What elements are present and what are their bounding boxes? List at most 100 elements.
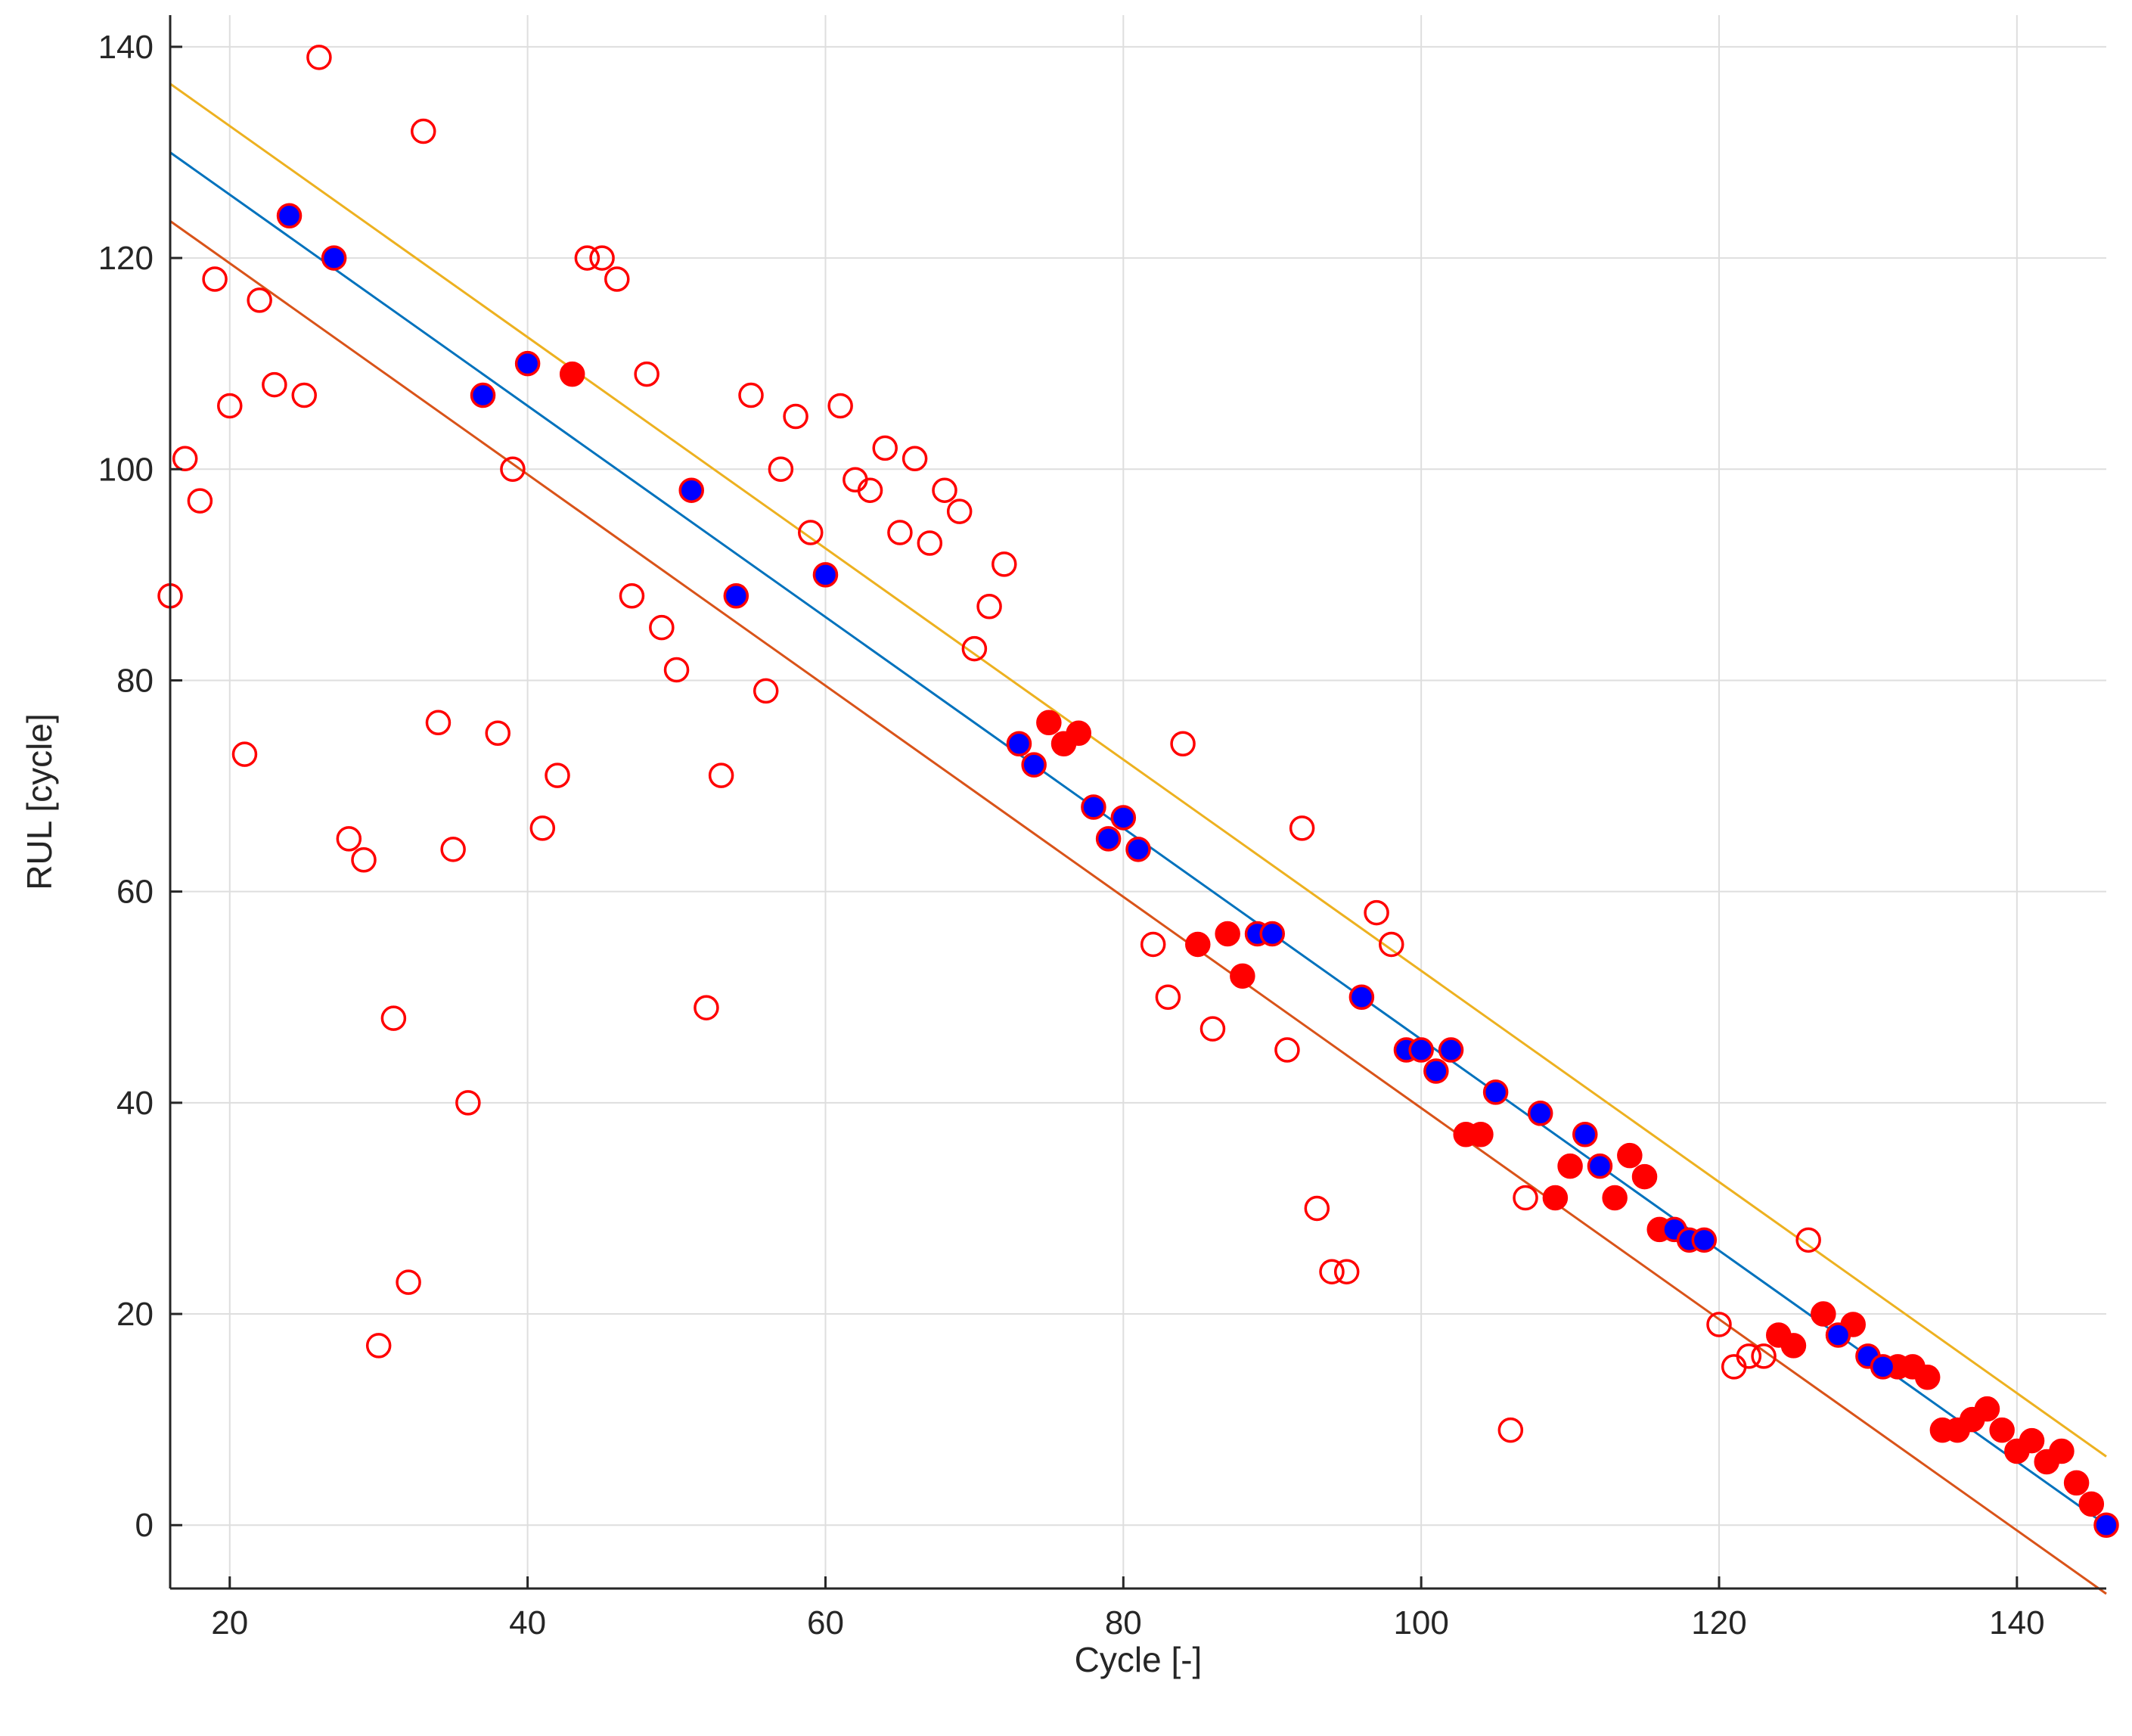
- open-red-point: [1319, 1259, 1345, 1284]
- y-tick-label: 80: [116, 662, 154, 699]
- open-red-point: [902, 446, 928, 472]
- filled-red-point: [1914, 1365, 1941, 1390]
- open-red-point: [887, 520, 913, 545]
- open-red-point: [336, 826, 362, 852]
- open-red-point: [247, 287, 272, 313]
- open-red-point: [604, 266, 630, 292]
- open-red-point: [380, 1005, 407, 1031]
- open-red-point: [425, 710, 452, 736]
- grid: [170, 15, 2106, 1588]
- open-red-point: [1155, 984, 1181, 1011]
- blue-point: [1482, 1079, 1509, 1105]
- filled-red-point: [1468, 1121, 1494, 1147]
- open-red-point: [649, 614, 675, 641]
- filled-red-point: [1036, 710, 1062, 736]
- open-red-point: [768, 456, 794, 483]
- open-red-point: [396, 1269, 421, 1295]
- x-tick-label: 120: [1691, 1604, 1746, 1641]
- filled-red-point: [1185, 931, 1211, 958]
- open-red-point: [545, 762, 570, 788]
- blue-point: [1021, 752, 1047, 778]
- y-tick-label: 0: [135, 1507, 154, 1544]
- x-tick-label: 20: [211, 1604, 248, 1641]
- blue-point: [1825, 1322, 1851, 1348]
- open-red-point: [1333, 1259, 1360, 1284]
- open-red-point: [634, 361, 659, 387]
- open-red-point: [827, 393, 853, 419]
- open-red-point: [411, 118, 436, 144]
- y-tick-label: 120: [98, 240, 154, 277]
- open-red-point: [440, 837, 466, 862]
- blue-point: [1095, 826, 1122, 852]
- filled-red-point: [1631, 1163, 1658, 1190]
- open-red-point: [187, 488, 213, 514]
- blue-point: [1691, 1227, 1718, 1253]
- filled-red-point: [559, 361, 585, 387]
- y-tick-label: 140: [98, 29, 154, 66]
- axes: [169, 15, 2106, 1590]
- x-tick-label: 60: [807, 1604, 844, 1641]
- blue-point: [1259, 921, 1285, 947]
- filled-red-point: [2078, 1491, 2105, 1517]
- y-tick-label: 40: [116, 1085, 154, 1122]
- open-red-point: [976, 593, 1002, 620]
- open-red-point: [1364, 899, 1389, 926]
- open-red-point: [917, 530, 943, 556]
- open-red-point: [217, 393, 243, 419]
- filled-red-point: [1215, 921, 1240, 947]
- open-red-point: [872, 435, 898, 461]
- open-red-point: [1706, 1312, 1732, 1337]
- filled-red-point: [2063, 1470, 2090, 1496]
- blue-point: [514, 350, 541, 377]
- open-red-point: [738, 382, 764, 408]
- lower-bound-line: [169, 219, 2107, 1595]
- open-red-point: [694, 995, 719, 1020]
- blue-point: [723, 583, 749, 609]
- y-axis-label: RUL [cycle]: [20, 713, 59, 890]
- x-tick-label: 100: [1393, 1604, 1448, 1641]
- open-red-point: [500, 456, 526, 483]
- filled-red-point: [1602, 1185, 1628, 1211]
- x-tick-label: 40: [509, 1604, 546, 1641]
- filled-red-point: [1811, 1301, 1836, 1327]
- open-red-point: [351, 847, 377, 873]
- open-red-point: [485, 720, 511, 747]
- blue-point: [1438, 1037, 1464, 1063]
- x-axis-label: Cycle [-]: [1075, 1640, 1203, 1679]
- open-red-point: [753, 678, 779, 704]
- y-tick-label: 100: [98, 451, 154, 488]
- open-red-point: [857, 477, 883, 503]
- open-red-point: [589, 245, 615, 271]
- blue-point: [276, 203, 303, 228]
- blue-point: [1006, 731, 1032, 756]
- open-red-point: [231, 741, 258, 767]
- open-red-point: [1497, 1417, 1524, 1443]
- open-red-point: [1170, 731, 1196, 756]
- blue-point: [1125, 837, 1151, 862]
- open-red-point: [619, 583, 645, 609]
- blue-point: [321, 245, 347, 271]
- filled-red-point: [2019, 1427, 2045, 1454]
- upper-bound-line: [169, 82, 2107, 1458]
- filled-red-point: [1066, 720, 1091, 747]
- blue-point: [470, 382, 496, 408]
- filled-red-point: [1542, 1185, 1569, 1211]
- open-red-point: [1140, 931, 1166, 958]
- open-red-point: [1289, 815, 1315, 841]
- blue-point: [1348, 984, 1375, 1011]
- tick-labels: 20 40 60 80 100 120 140 0 20 40 60 80 100 120 140: [98, 29, 2045, 1641]
- blue-point: [1408, 1037, 1434, 1063]
- open-red-point: [202, 266, 228, 292]
- data-points: [157, 45, 2119, 1538]
- filled-red-point: [1780, 1333, 1807, 1359]
- open-red-point: [455, 1090, 481, 1116]
- open-red-point: [1513, 1185, 1538, 1211]
- open-red-point: [262, 371, 287, 398]
- blue-point: [2093, 1512, 2119, 1538]
- open-red-point: [708, 762, 734, 788]
- open-red-point: [932, 477, 957, 503]
- open-red-point: [946, 498, 973, 524]
- blue-point: [1527, 1101, 1553, 1126]
- open-red-point: [574, 245, 600, 271]
